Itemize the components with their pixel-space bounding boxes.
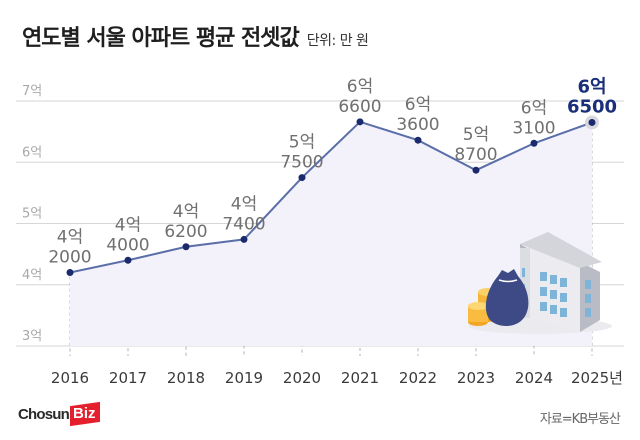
data-label: 2000 [48,248,91,268]
data-label: 6억 [347,77,373,97]
data-label: 6억 [521,98,547,118]
data-label: 6억 [405,95,431,115]
x-tick-label: 2022 [399,369,437,387]
data-label: 7400 [222,214,265,234]
line-chart: 3억 4억 5억 6억 7억 [16,76,624,387]
x-tick-label: 2017 [109,369,147,387]
x-tick-label: 2024 [515,369,553,387]
y-tick-label: 6억 [22,145,42,160]
data-label: 7500 [280,153,323,173]
data-label: 6200 [164,222,207,242]
x-tick-label: 2018 [167,369,205,387]
data-label: 6600 [338,97,381,117]
chosunbiz-logo: Chosun Biz [18,401,100,427]
data-label: 4억 [57,228,83,248]
data-label: 6500 [567,96,617,117]
data-point [182,243,190,251]
money-bag-icon [485,269,529,326]
data-label: 6억 [577,76,606,97]
data-points [66,115,599,276]
data-point [240,235,248,243]
data-label: 5억 [463,125,489,145]
data-label: 4억 [173,202,199,222]
data-point [414,136,422,144]
data-point [472,166,480,174]
data-label: 8700 [454,145,497,165]
x-tick-label: 2023 [457,369,495,387]
data-label: 3100 [512,118,555,138]
data-label: 4000 [106,235,149,255]
data-line [69,120,593,274]
unit-label: 단위: 만 원 [306,33,369,49]
y-tick-label: 5억 [22,207,42,222]
chart-title: 연도별 서울 아파트 평균 전셋값 [22,26,300,51]
y-tick-label: 3억 [22,329,42,344]
x-tick-label: 2019 [225,369,263,387]
data-label: 4억 [231,194,257,214]
data-point [588,118,596,126]
data-point [530,139,538,147]
chart-header: 연도별 서울 아파트 평균 전셋값 단위: 만 원 [22,20,369,52]
data-point [356,118,364,126]
data-point [124,256,132,264]
data-label: 5억 [289,133,315,153]
data-label: 3600 [396,115,439,135]
y-tick-label: 7억 [22,84,42,99]
building-money-illustration [468,232,612,334]
data-point [298,174,306,182]
x-axis-labels: 2016 2017 2018 2019 2020 2021 2022 2023 2024 2025… [51,369,623,387]
data-label: 4억 [115,215,141,235]
x-tick-label: 2021 [341,369,379,387]
source-note: 자료=KB부동산 [539,412,621,427]
data-point [66,269,74,276]
x-tick-label: 2016 [51,369,89,387]
y-tick-label: 4억 [22,268,42,283]
x-tick-label: 2025년 [571,369,623,387]
area-fill [70,121,592,346]
x-tick-label: 2020 [283,369,321,387]
